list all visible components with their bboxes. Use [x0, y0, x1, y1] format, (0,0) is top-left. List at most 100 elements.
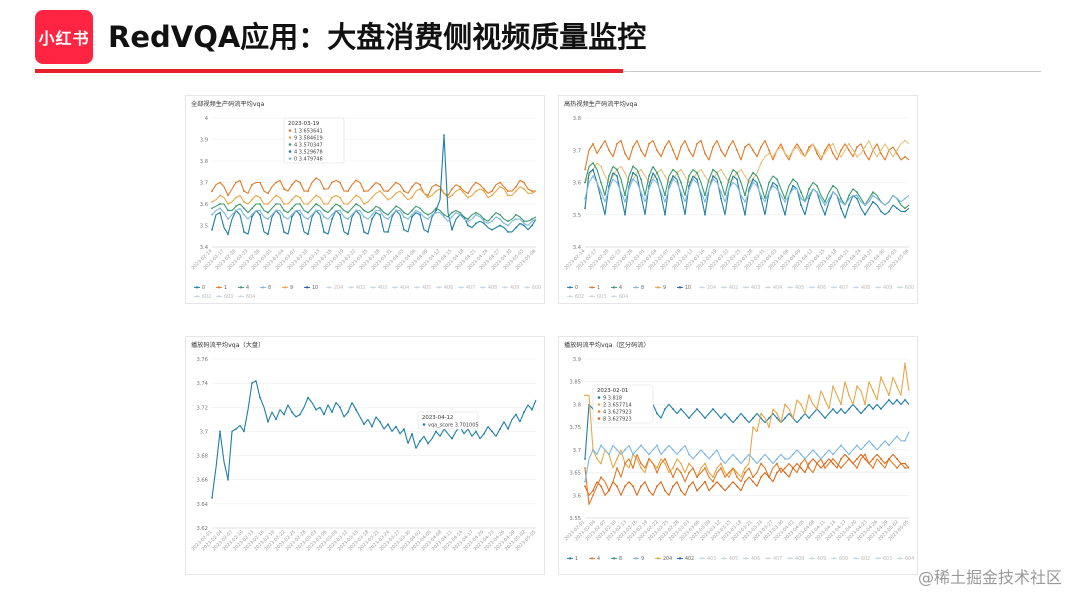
- data-point-1: [856, 408, 858, 410]
- chart-panel-all-production: 全部视频生产码流平均vqa 4 3.9 3.8 3.7 3.6 3.5 3.4 2023-02-…: [185, 95, 545, 304]
- data-point-0: [467, 224, 469, 227]
- data-point-0: [776, 184, 778, 187]
- data-point-4: [467, 218, 469, 220]
- data-point-404: [752, 181, 754, 184]
- data-point-vqa_score: [371, 425, 373, 428]
- data-point-1: [600, 146, 602, 148]
- data-point-402: [808, 149, 810, 152]
- data-point-404: [680, 191, 682, 194]
- data-point-4: [411, 209, 413, 212]
- data-point-9: [616, 458, 618, 460]
- data-point-404: [227, 218, 229, 220]
- data-point-2: [672, 476, 674, 479]
- legend-label: 404: [400, 285, 409, 291]
- data-point-vqa_score: [403, 428, 405, 430]
- data-point-0: [515, 226, 517, 229]
- data-point-vqa_score: [299, 413, 301, 416]
- slide-title: RedVQA应用：大盘消费侧视频质量监控: [108, 20, 647, 54]
- chart-panel-playback-by-stream: 播放码流平均vqa（区分码流） 3.9 3.85 3.8 3.75 3.7 3.65 3.6 3…: [558, 336, 918, 575]
- data-point-402: [680, 168, 682, 171]
- data-point-1: [824, 149, 826, 152]
- data-point-1: [379, 183, 381, 186]
- data-point-1: [584, 168, 586, 171]
- data-point-vqa_score: [499, 428, 501, 430]
- data-point-9: [411, 196, 413, 199]
- title-divider: [623, 71, 1041, 72]
- data-point-vqa_score: [355, 408, 357, 411]
- data-point-404: [315, 209, 317, 212]
- legend-label: 10: [685, 285, 691, 291]
- data-point-1: [435, 183, 437, 186]
- legend-marker: [766, 557, 770, 560]
- data-point-1: [459, 185, 461, 188]
- data-point-4: [832, 462, 834, 465]
- data-point-0: [808, 197, 810, 200]
- data-point-9: [704, 462, 706, 465]
- data-point-1: [752, 417, 754, 419]
- legend-marker: [700, 557, 704, 560]
- data-point-2: [872, 467, 874, 469]
- data-point-9: [347, 203, 349, 205]
- data-point-404: [451, 216, 453, 218]
- data-point-4: [840, 197, 842, 200]
- tooltip-row: 9 3.584619: [294, 136, 323, 142]
- data-point-vqa_score: [323, 413, 325, 416]
- data-point-2: [696, 476, 698, 479]
- data-point-4: [251, 207, 253, 210]
- data-point-9: [864, 403, 866, 406]
- data-point-4: [808, 462, 810, 465]
- chart-panel-playback-overall: 播放码流平均vqa（大盘） 3.76 3.74 3.72 3.7 3.68 3.66 3.64…: [185, 336, 545, 575]
- data-point-8: [808, 453, 810, 456]
- data-point-2: [680, 471, 682, 474]
- data-point-4: [624, 194, 626, 197]
- data-point-404: [696, 181, 698, 184]
- data-point-9: [315, 194, 317, 197]
- data-point-404: [299, 209, 301, 212]
- tooltip-row: 8 3.627923: [603, 417, 632, 423]
- legend-label: 0: [202, 285, 205, 291]
- data-point-9: [227, 203, 229, 205]
- chart-title: 播放码流平均vqa（大盘）: [191, 341, 264, 349]
- data-point-2: [632, 467, 634, 469]
- data-point-1: [491, 190, 493, 192]
- legend-label: 407: [466, 285, 475, 291]
- data-point-404: [267, 218, 269, 220]
- chart-title: 高热视频生产码流平均vqa: [564, 100, 637, 108]
- data-point-9: [491, 194, 493, 197]
- data-point-0: [744, 213, 746, 216]
- y-tick-label: 3.55: [569, 516, 581, 522]
- data-point-9: [896, 385, 898, 388]
- data-point-4: [211, 207, 213, 210]
- series-line-404: [584, 175, 910, 206]
- data-point-404: [864, 204, 866, 206]
- data-point-9: [720, 462, 722, 465]
- legend-label: 1: [597, 285, 600, 291]
- series-line-1: [211, 177, 536, 196]
- legend-marker: [876, 557, 880, 560]
- data-point-1: [728, 146, 730, 148]
- data-point-1: [680, 408, 682, 410]
- data-point-2: [824, 467, 826, 469]
- data-point-404: [688, 188, 690, 190]
- data-point-1: [904, 398, 906, 401]
- data-point-1: [888, 398, 890, 401]
- data-point-4: [355, 203, 357, 205]
- data-point-4: [768, 181, 770, 184]
- data-point-1: [499, 181, 501, 184]
- data-point-402: [704, 175, 706, 177]
- legend-marker: [876, 286, 880, 289]
- y-tick-label: 3.4: [573, 245, 582, 251]
- data-point-9: [888, 394, 890, 397]
- data-point-0: [323, 231, 325, 233]
- legend-label: 404: [773, 285, 782, 291]
- data-point-404: [880, 200, 882, 203]
- tooltip-row: 9 3.818: [603, 396, 622, 402]
- data-point-8: [680, 448, 682, 451]
- data-point-8: [640, 444, 642, 447]
- data-point-1: [387, 190, 389, 192]
- data-point-9: [880, 376, 882, 379]
- data-point-0: [608, 184, 610, 187]
- data-point-1: [776, 417, 778, 419]
- data-point-4: [267, 211, 269, 214]
- legend-label: 602: [861, 556, 870, 562]
